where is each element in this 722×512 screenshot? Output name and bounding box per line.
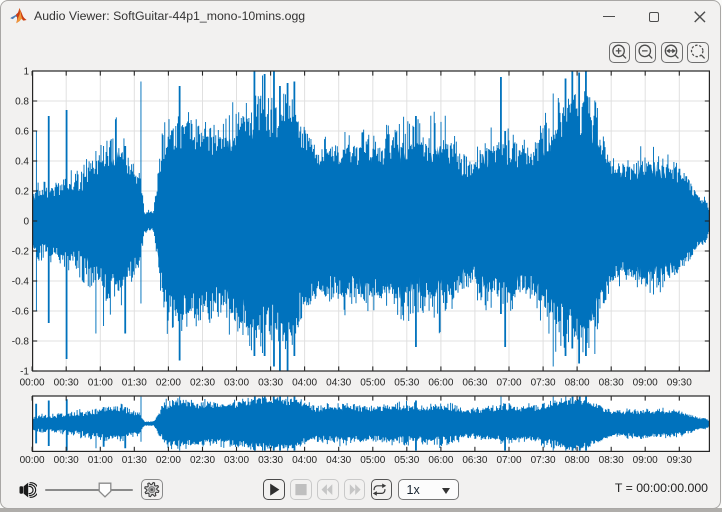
svg-text:00:00: 00:00 — [20, 378, 45, 389]
svg-text:04:00: 04:00 — [292, 378, 317, 389]
svg-text:0: 0 — [23, 217, 29, 228]
svg-text:03:30: 03:30 — [258, 455, 283, 466]
svg-text:04:00: 04:00 — [292, 455, 317, 466]
svg-text:06:00: 06:00 — [428, 455, 453, 466]
svg-text:03:00: 03:00 — [224, 378, 249, 389]
svg-text:06:30: 06:30 — [462, 455, 487, 466]
svg-text:02:30: 02:30 — [190, 378, 215, 389]
svg-text:06:30: 06:30 — [462, 378, 487, 389]
svg-text:05:00: 05:00 — [360, 378, 385, 389]
svg-text:05:00: 05:00 — [360, 455, 385, 466]
svg-text:03:00: 03:00 — [224, 455, 249, 466]
svg-text:-0.8: -0.8 — [12, 337, 30, 348]
svg-text:01:30: 01:30 — [122, 455, 147, 466]
svg-text:06:00: 06:00 — [428, 378, 453, 389]
svg-text:08:30: 08:30 — [599, 455, 624, 466]
svg-text:0.4: 0.4 — [15, 157, 29, 168]
svg-text:09:00: 09:00 — [633, 378, 658, 389]
svg-text:09:00: 09:00 — [633, 455, 658, 466]
svg-text:0.2: 0.2 — [15, 187, 29, 198]
svg-text:03:30: 03:30 — [258, 378, 283, 389]
svg-text:-1: -1 — [20, 367, 29, 378]
svg-text:07:30: 07:30 — [531, 378, 556, 389]
svg-text:05:30: 05:30 — [394, 378, 419, 389]
svg-text:0.6: 0.6 — [15, 127, 29, 138]
svg-text:1: 1 — [23, 67, 29, 78]
svg-text:00:30: 00:30 — [54, 455, 79, 466]
svg-text:00:00: 00:00 — [20, 455, 45, 466]
svg-text:08:00: 08:00 — [565, 378, 590, 389]
svg-text:02:00: 02:00 — [156, 455, 181, 466]
svg-text:04:30: 04:30 — [326, 455, 351, 466]
svg-text:07:00: 07:00 — [496, 455, 521, 466]
svg-text:08:00: 08:00 — [565, 455, 590, 466]
svg-text:-0.6: -0.6 — [12, 307, 30, 318]
svg-text:00:30: 00:30 — [54, 378, 79, 389]
svg-text:09:30: 09:30 — [667, 455, 692, 466]
svg-text:0.8: 0.8 — [15, 97, 29, 108]
svg-text:05:30: 05:30 — [394, 455, 419, 466]
svg-text:07:30: 07:30 — [531, 455, 556, 466]
svg-text:-0.4: -0.4 — [12, 277, 30, 288]
svg-text:01:00: 01:00 — [88, 378, 113, 389]
svg-text:02:00: 02:00 — [156, 378, 181, 389]
svg-text:-0.2: -0.2 — [12, 247, 30, 258]
svg-text:09:30: 09:30 — [667, 378, 692, 389]
svg-text:02:30: 02:30 — [190, 455, 215, 466]
svg-text:01:00: 01:00 — [88, 455, 113, 466]
svg-text:04:30: 04:30 — [326, 378, 351, 389]
svg-text:07:00: 07:00 — [496, 378, 521, 389]
svg-text:08:30: 08:30 — [599, 378, 624, 389]
svg-text:01:30: 01:30 — [122, 378, 147, 389]
